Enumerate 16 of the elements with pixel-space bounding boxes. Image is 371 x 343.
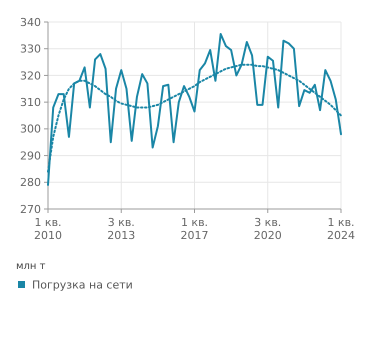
y-tick-label: 270 [20, 202, 41, 216]
x-tick-label: 1 кв. 2024 [327, 216, 355, 242]
x-tick-label: 3 кв. 2013 [107, 216, 136, 242]
y-axis-title: млн т [16, 261, 46, 272]
line-series [47, 33, 342, 186]
y-tick-label: 290 [20, 149, 41, 162]
x-tick-label: 1 кв. 2010 [34, 216, 62, 242]
y-tick-label: 330 [20, 42, 41, 56]
y-tick-label: 320 [20, 69, 41, 82]
y-tick-label: 280 [20, 176, 41, 190]
legend-label: Погрузка на сети [32, 278, 133, 292]
y-tick-label: 300 [20, 122, 41, 136]
y-tick-label: 340 [20, 16, 41, 29]
x-tick-label: 3 кв. 2020 [254, 216, 282, 242]
y-tick-label: 310 [20, 96, 41, 109]
x-tick-label: 1 кв. 2017 [180, 216, 208, 242]
